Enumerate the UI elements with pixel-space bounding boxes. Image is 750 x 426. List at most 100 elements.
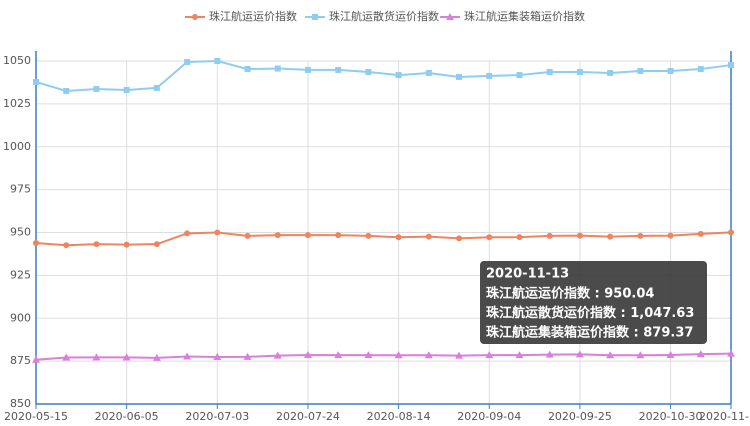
- y-tick-label: 1000: [3, 140, 31, 153]
- data-point: [93, 85, 100, 92]
- tooltip: 2020-11-13 珠江航运运价指数 : 950.04 珠江航运散货运价指数 : …: [480, 261, 707, 344]
- legend-label: 珠江航运散货运价指数: [329, 9, 439, 23]
- y-tick-label: 950: [10, 226, 31, 239]
- series-line: [35, 59, 732, 93]
- legend-label: 珠江航运运价指数: [209, 9, 297, 23]
- data-point: [456, 73, 463, 80]
- data-point: [303, 350, 312, 358]
- tooltip-line: 珠江航运运价指数 : 950.04: [486, 286, 654, 302]
- data-point: [334, 351, 343, 359]
- data-point: [425, 70, 432, 77]
- data-point: [667, 232, 674, 239]
- data-point: [576, 68, 583, 75]
- legend-label: 珠江航运集装箱运价指数: [464, 9, 585, 23]
- data-point: [456, 235, 463, 242]
- data-point: [486, 234, 493, 241]
- data-point: [152, 353, 161, 361]
- data-point: [607, 233, 614, 240]
- series-line: [35, 231, 732, 247]
- data-point: [62, 353, 71, 361]
- data-point: [184, 230, 191, 237]
- data-point: [424, 351, 433, 359]
- x-tick-label: 2020-09-25: [548, 410, 612, 423]
- data-point: [576, 232, 583, 239]
- y-tick-label: 900: [10, 311, 31, 324]
- y-tick-label: 850: [10, 397, 31, 410]
- legend-marker: [312, 14, 318, 20]
- data-point: [63, 88, 70, 95]
- data-point: [244, 232, 251, 239]
- x-tick-label: 2020-07-03: [185, 410, 249, 423]
- data-point: [575, 350, 584, 358]
- data-point: [153, 241, 160, 248]
- tooltip-line: 珠江航运集装箱运价指数 : 879.37: [486, 325, 693, 341]
- y-tick-label: 1050: [3, 54, 31, 67]
- data-point: [244, 66, 251, 73]
- data-point: [364, 351, 373, 359]
- data-point: [243, 352, 252, 360]
- data-point: [425, 233, 432, 240]
- series-line: [35, 352, 732, 361]
- x-tick-label: 2020-06-05: [95, 410, 159, 423]
- data-point: [213, 353, 222, 361]
- data-point: [123, 241, 130, 248]
- data-point: [92, 353, 101, 361]
- data-point: [697, 230, 704, 237]
- data-point: [365, 232, 372, 239]
- data-point: [637, 232, 644, 239]
- data-point: [184, 59, 191, 66]
- x-tick-label: 2020-11-13: [699, 410, 750, 423]
- data-point: [183, 352, 192, 360]
- data-point: [516, 72, 523, 79]
- data-point: [696, 350, 705, 358]
- data-point: [395, 72, 402, 79]
- x-tick-label: 2020-05-15: [4, 410, 68, 423]
- legend-marker: [192, 14, 198, 20]
- data-point: [394, 351, 403, 359]
- data-point: [304, 232, 311, 239]
- tooltip-title: 2020-11-13: [486, 267, 569, 282]
- data-point: [33, 78, 39, 85]
- data-point: [32, 355, 40, 363]
- data-point: [273, 351, 282, 359]
- data-point: [33, 239, 39, 246]
- data-point: [728, 62, 734, 69]
- data-point: [486, 72, 493, 79]
- data-point: [153, 84, 160, 91]
- data-point: [728, 229, 734, 236]
- data-point: [697, 66, 704, 73]
- data-point: [545, 350, 554, 358]
- data-point: [666, 350, 675, 358]
- tooltip-box: [480, 261, 707, 344]
- y-tick-label: 1025: [3, 97, 31, 110]
- data-point: [485, 351, 494, 359]
- data-point: [546, 68, 553, 75]
- data-point: [546, 232, 553, 239]
- data-point: [335, 66, 342, 73]
- data-point: [304, 66, 311, 73]
- x-tick-label: 2020-08-14: [367, 410, 431, 423]
- tooltip-line: 珠江航运散货运价指数 : 1,047.63: [486, 305, 694, 321]
- legend-marker: [446, 13, 454, 20]
- data-point: [274, 232, 281, 239]
- data-point: [214, 58, 221, 64]
- data-point: [606, 351, 615, 359]
- data-point: [214, 229, 221, 236]
- x-tick-label: 2020-07-24: [276, 410, 340, 423]
- data-point: [516, 234, 523, 241]
- data-point: [515, 351, 524, 359]
- y-tick-label: 925: [10, 268, 31, 281]
- data-point: [93, 241, 100, 248]
- data-point: [63, 242, 70, 249]
- data-point: [365, 68, 372, 75]
- data-point: [455, 351, 464, 359]
- data-point: [727, 349, 735, 357]
- data-point: [274, 65, 281, 72]
- x-tick-label: 2020-09-04: [457, 410, 521, 423]
- data-point: [335, 232, 342, 239]
- data-point: [123, 86, 130, 93]
- data-point: [122, 353, 131, 361]
- x-tick-label: 2020-10-30: [639, 410, 703, 423]
- data-point: [395, 234, 402, 241]
